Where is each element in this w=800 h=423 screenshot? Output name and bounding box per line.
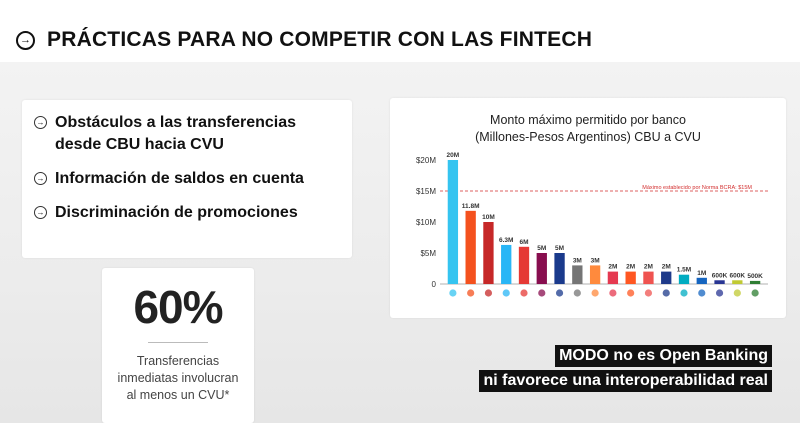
bank-logo-icon (698, 289, 706, 297)
arrow-right-circle-icon: → (34, 172, 47, 185)
bar (483, 222, 494, 284)
bar-value-label: 600K (730, 272, 746, 279)
stat-divider (148, 342, 208, 343)
practice-text: Obstáculos a las transferencias desde CB… (55, 114, 296, 153)
bar-chart: 0 $5M $10M $15M $20M Máximo establecido por N… (416, 152, 768, 297)
bank-logo-icon (449, 289, 457, 297)
bank-logo-icon (627, 289, 635, 297)
bank-logo-icon (644, 289, 653, 297)
caption-line-1: MODO no es Open Banking (555, 345, 772, 367)
bar-value-label: 20M (447, 152, 460, 159)
y-tick-label: $20M (416, 156, 436, 165)
bar (625, 271, 636, 284)
bar-value-label: 2M (662, 264, 671, 271)
y-tick-label: $15M (416, 187, 436, 196)
slide-header: → PRÁCTICAS PARA NO COMPETIR CON LAS FIN… (16, 22, 592, 58)
bar-value-label: 2M (644, 264, 653, 271)
practices-card: → Obstáculos a las transferencias desde … (22, 100, 352, 258)
bar-value-label: 1.5M (677, 267, 691, 274)
bank-logo-icon (484, 289, 493, 297)
bar-value-label: 3M (591, 257, 600, 264)
bar-value-label: 600K (712, 272, 728, 279)
chart-card: Monto máximo permitido por banco (Millon… (390, 98, 786, 318)
bank-logo-icon (733, 289, 741, 297)
bank-logo-icon (573, 289, 581, 297)
bar (536, 253, 547, 284)
stat-description: Transferencias inmediatas involucran al … (117, 354, 239, 402)
bar (501, 244, 512, 284)
bar-value-label: 11.8M (462, 203, 480, 210)
practice-text: Discriminación de promociones (55, 204, 298, 221)
bar-value-label: 5M (555, 245, 564, 252)
bank-logo-icon (502, 289, 510, 297)
bar-value-label: 10M (482, 214, 495, 221)
practice-item: → Información de saldos en cuenta (34, 168, 352, 190)
stat-value: 60% (133, 281, 223, 333)
arrow-right-circle-icon: → (16, 30, 35, 50)
bar (518, 246, 530, 284)
chart-title-line1: Monto máximo permitido por banco (490, 113, 686, 127)
bar (572, 265, 583, 284)
y-tick-label: $10M (416, 218, 436, 227)
bank-logo-icon (591, 289, 599, 297)
practice-text: Información de saldos en cuenta (55, 170, 304, 187)
bar-value-label: 2M (608, 264, 617, 271)
bank-logo-icon (662, 289, 670, 297)
bank-logo-icon (609, 289, 617, 297)
bank-logo-icon (520, 289, 528, 297)
arrow-right-circle-icon: → (34, 206, 47, 219)
bar-value-label: 2M (626, 264, 635, 271)
slide-title: PRÁCTICAS PARA NO COMPETIR CON LAS FINTE… (47, 28, 593, 51)
bar (589, 265, 601, 284)
bank-logo-icon (555, 289, 564, 297)
bar (465, 210, 476, 284)
bar-value-label: 1M (697, 270, 706, 277)
bar-value-label: 6.3M (499, 237, 513, 244)
bar (678, 274, 690, 284)
bank-logo-icon (538, 289, 546, 297)
bank-logo-icon (467, 289, 475, 297)
caption: MODO no es Open Banking ni favorece una … (479, 345, 772, 395)
bar (714, 280, 725, 284)
bar-value-label: 6M (519, 239, 528, 246)
bar-value-label: 3M (573, 257, 582, 264)
y-tick-label: $5M (420, 249, 436, 258)
bank-logo-icon (751, 289, 759, 297)
bar-value-label: 5M (537, 245, 546, 252)
reference-line-label: Máximo establecido por Norma BCRA: $15M (642, 185, 752, 191)
y-tick-label: 0 (432, 280, 437, 289)
bank-logo-icon (680, 289, 688, 297)
bank-logo-icon (715, 289, 724, 297)
bar (447, 160, 459, 284)
bar-value-label: 500K (747, 273, 763, 280)
bar (732, 280, 743, 284)
bar (661, 271, 672, 284)
stat-card: 60% Transferencias inmediatas involucran… (102, 268, 254, 423)
bar (696, 277, 707, 284)
chart-title-line2: (Millones-Pesos Argentinos) CBU a CVU (475, 130, 701, 144)
bar (554, 253, 565, 284)
bar (643, 271, 654, 284)
arrow-right-circle-icon: → (34, 116, 47, 129)
practice-item: → Obstáculos a las transferencias desde … (34, 112, 352, 156)
chart-title: Monto máximo permitido por banco (Millon… (390, 112, 786, 146)
bar (749, 280, 761, 284)
caption-line-2: ni favorece una interoperabilidad real (479, 370, 772, 392)
practice-item: → Discriminación de promociones (34, 202, 352, 224)
bar (607, 271, 619, 284)
